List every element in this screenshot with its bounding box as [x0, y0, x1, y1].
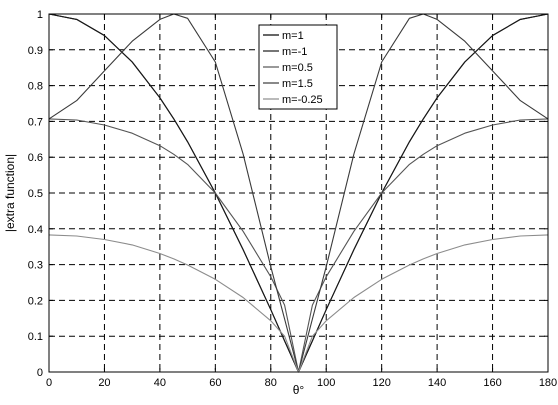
x-tick-label: 160 — [483, 377, 501, 389]
x-tick-label: 80 — [265, 377, 277, 389]
legend-label: m=1 — [282, 30, 304, 42]
y-tick-label: 0.9 — [28, 45, 43, 57]
x-tick-label: 120 — [372, 377, 390, 389]
legend: m=1 m=-1 m=0.5 m=1.5 m=-0.25 — [258, 24, 338, 110]
y-tick-label: 0.5 — [28, 188, 43, 200]
legend-label: m=0.5 — [282, 62, 313, 74]
y-tick-label: 0.3 — [28, 260, 43, 272]
legend-label: m=1.5 — [282, 78, 313, 90]
x-tick-label: 140 — [428, 377, 446, 389]
y-tick-label: 1 — [37, 9, 43, 21]
x-tick-label: 20 — [98, 377, 110, 389]
x-tick-label: 180 — [539, 377, 557, 389]
y-tick-label: 0.7 — [28, 116, 43, 128]
y-tick-label: 0.2 — [28, 295, 43, 307]
x-tick-label: 60 — [209, 377, 221, 389]
series-line-5 — [48, 234, 549, 373]
x-tick-label: 0 — [46, 377, 52, 389]
legend-label: m=-0.25 — [282, 94, 323, 106]
y-tick-label: 0 — [37, 367, 43, 379]
x-tick-label: 40 — [154, 377, 166, 389]
y-tick-label: 0.4 — [28, 224, 43, 236]
y-tick-label: 0.1 — [28, 331, 43, 343]
x-tick-label: 100 — [317, 377, 335, 389]
y-axis-label: |extra function| — [3, 154, 17, 232]
y-tick-label: 0.6 — [28, 152, 43, 164]
y-tick-label: 0.8 — [28, 81, 43, 93]
ticks: 0 20 40 60 80 100 120 140 160 180 0 0.1 0.2 0.3 0.4 0.5… — [28, 9, 557, 389]
grid — [49, 14, 548, 372]
x-axis-label: θ° — [293, 383, 305, 397]
legend-label: m=-1 — [282, 46, 307, 58]
